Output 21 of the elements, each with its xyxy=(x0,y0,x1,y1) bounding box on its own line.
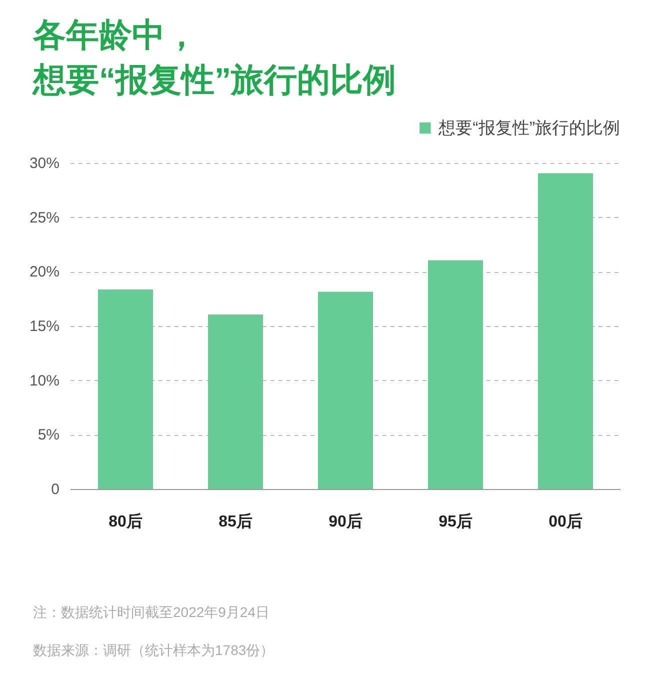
x-tick-label: 80后 xyxy=(108,512,142,530)
x-tick-label: 95后 xyxy=(438,512,472,530)
bar xyxy=(98,290,153,490)
source-note: 数据来源：调研（统计样本为1783份） xyxy=(33,641,274,660)
bar xyxy=(428,260,483,490)
y-tick-label: 10% xyxy=(29,372,60,390)
bar xyxy=(208,314,263,490)
y-tick-label: 30% xyxy=(29,155,60,172)
x-tick-label: 90后 xyxy=(328,512,362,530)
y-tick-label: 25% xyxy=(29,209,60,226)
chart-title: 各年龄中，想要“报复性”旅行的比例 xyxy=(33,15,397,100)
y-tick-label: 0 xyxy=(51,481,60,498)
text: 注：数据统计时间截至2022年9月24日 xyxy=(33,603,270,622)
legend-label: 想要“报复性”旅行的比例 xyxy=(438,117,620,139)
y-tick-label: 15% xyxy=(29,318,60,335)
y-tick-label: 5% xyxy=(38,426,60,444)
x-tick-label: 85后 xyxy=(218,512,252,530)
x-tick-label: 00后 xyxy=(548,512,582,530)
bar xyxy=(538,173,593,490)
bar xyxy=(318,292,373,490)
y-tick-label: 20% xyxy=(29,264,60,281)
